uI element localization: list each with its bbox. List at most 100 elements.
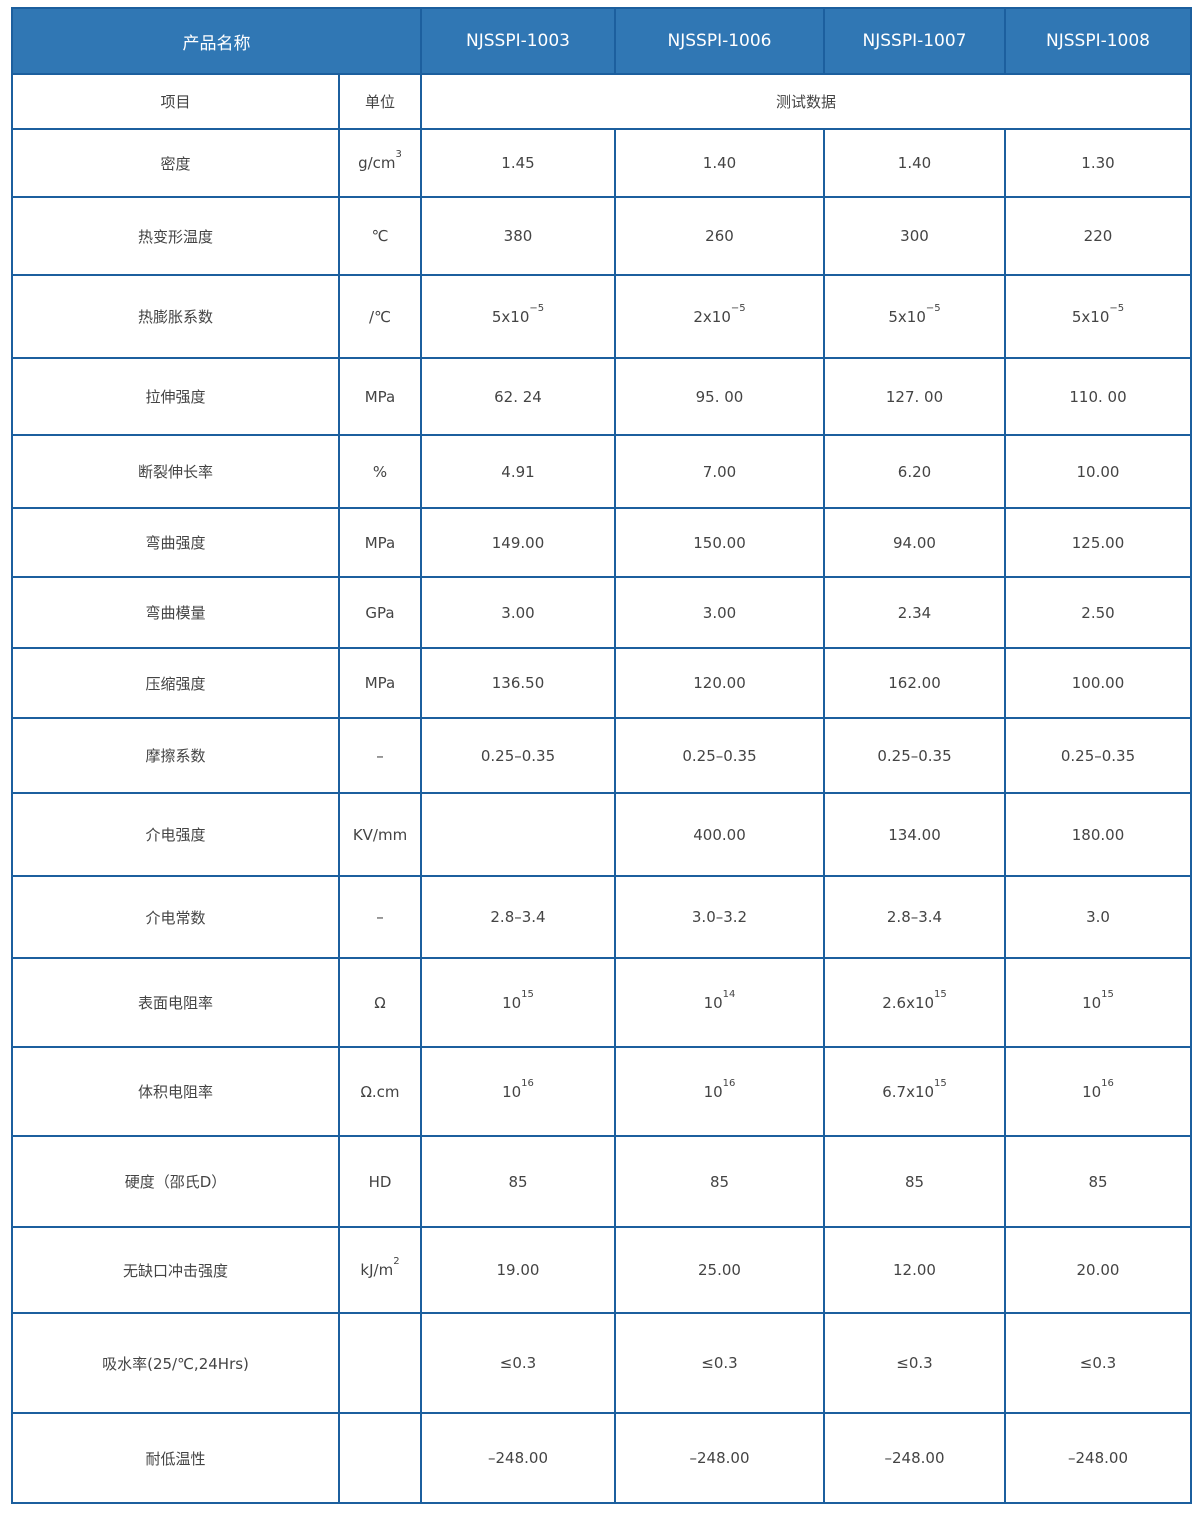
table-row: 热变形温度 ℃ 380 260 300 220 [11, 196, 1192, 276]
properties-table: 产品名称 NJSSPI-1003 NJSSPI-1006 NJSSPI-1007… [11, 7, 1192, 1504]
property-name: 密度 [11, 128, 340, 198]
value-cell: 6.7x1015 [823, 1046, 1006, 1137]
model-1006: NJSSPI-1006 [614, 7, 825, 75]
unit-cell: ℃ [338, 196, 422, 276]
model-1008: NJSSPI-1008 [1004, 7, 1192, 75]
cell-text: 5x10 [491, 307, 530, 326]
property-name: 热膨胀系数 [11, 274, 340, 359]
cell-text: 10 [703, 1082, 723, 1101]
value-cell: 149.00 [420, 507, 616, 578]
cell-text: 134.00 [888, 825, 941, 844]
model-1007: NJSSPI-1007 [823, 7, 1006, 75]
value-cell: 1.40 [823, 128, 1006, 198]
table-row: 压缩强度 MPa 136.50 120.00 162.00 100.00 [11, 647, 1192, 719]
cell-text: 94.00 [893, 533, 936, 552]
cell-text: ≤0.3 [1079, 1354, 1117, 1372]
value-cell: 0.25–0.35 [420, 717, 616, 794]
table-row: 弯曲强度 MPa 149.00 150.00 94.00 125.00 [11, 507, 1192, 578]
property-name: 介电常数 [11, 875, 340, 959]
property-name: 表面电阻率 [11, 957, 340, 1048]
cell-text: 149.00 [491, 533, 545, 552]
table-row: 体积电阻率 Ω.cm 1016 1016 6.7x1015 1016 [11, 1046, 1192, 1137]
table-row: 硬度（邵氏D） HD 85 85 85 85 [11, 1135, 1192, 1228]
cell-text: 110. 00 [1069, 387, 1127, 406]
cell-text: kJ/m [360, 1261, 394, 1279]
unit-cell [338, 1412, 422, 1504]
unit-cell: – [338, 717, 422, 794]
value-cell: 100.00 [1004, 647, 1192, 719]
cell-text: 136.50 [491, 674, 545, 692]
table-row: 拉伸强度 MPa 62. 24 95. 00 127. 00 110. 00 [11, 357, 1192, 436]
value-cell: 85 [614, 1135, 825, 1228]
property-name: 断裂伸长率 [11, 434, 340, 509]
cell-text: – [376, 746, 384, 765]
value-cell: –248.00 [1004, 1412, 1192, 1504]
cell-text: ℃ [371, 227, 389, 245]
value-cell: 5x10−5 [823, 274, 1006, 359]
value-cell: 220 [1004, 196, 1192, 276]
cell-text: –248.00 [1068, 1449, 1128, 1467]
value-cell: ≤0.3 [614, 1312, 825, 1414]
cell-text: 12.00 [893, 1261, 936, 1279]
cell-text: 10 [703, 993, 723, 1012]
cell-text: 3.00 [501, 603, 535, 622]
value-cell: 10.00 [1004, 434, 1192, 509]
property-name: 硬度（邵氏D） [11, 1135, 340, 1228]
cell-text: 260 [705, 227, 734, 245]
table-row: 摩擦系数 – 0.25–0.35 0.25–0.35 0.25–0.35 0.25–0.3… [11, 717, 1192, 794]
superscript: −5 [730, 302, 746, 314]
cell-text: 2.50 [1081, 603, 1115, 622]
property-name: 介电强度 [11, 792, 340, 877]
value-cell: 5x10−5 [420, 274, 616, 359]
superscript: 15 [1101, 988, 1114, 1000]
value-cell: 2.8–3.4 [823, 875, 1006, 959]
value-cell: 1014 [614, 957, 825, 1048]
cell-text: 0.25–0.35 [480, 746, 556, 765]
property-name: 摩擦系数 [11, 717, 340, 794]
unit-cell: % [338, 434, 422, 509]
value-cell: 1.40 [614, 128, 825, 198]
value-cell: 127. 00 [823, 357, 1006, 436]
cell-text: 3.00 [702, 603, 737, 622]
unit-cell: Ω [338, 957, 422, 1048]
value-cell: 400.00 [614, 792, 825, 877]
value-cell: 2.8–3.4 [420, 875, 616, 959]
cell-text: –248.00 [689, 1449, 750, 1467]
cell-text: 95. 00 [695, 387, 744, 406]
cell-text: 7.00 [702, 462, 737, 481]
property-name: 体积电阻率 [11, 1046, 340, 1137]
cell-text: 2.8–3.4 [886, 908, 943, 926]
unit-cell: g/cm3 [338, 128, 422, 198]
value-cell: 125.00 [1004, 507, 1192, 578]
cell-text: 0.25–0.35 [877, 746, 952, 765]
cell-text: MPa [364, 387, 396, 406]
value-cell: –248.00 [420, 1412, 616, 1504]
superscript: −5 [1109, 302, 1125, 314]
value-cell: 94.00 [823, 507, 1006, 578]
value-cell: 7.00 [614, 434, 825, 509]
value-cell: 162.00 [823, 647, 1006, 719]
property-name: 吸水率(25/℃,24Hrs) [11, 1312, 340, 1414]
cell-text: 1.40 [702, 154, 737, 172]
cell-text: 2.8–3.4 [490, 908, 546, 926]
property-name: 压缩强度 [11, 647, 340, 719]
value-cell: 6.20 [823, 434, 1006, 509]
table-row: 弯曲模量 GPa 3.00 3.00 2.34 2.50 [11, 576, 1192, 649]
cell-text: 220 [1083, 227, 1113, 245]
superscript: 2 [393, 1256, 400, 1267]
property-name: 弯曲强度 [11, 507, 340, 578]
cell-text: % [372, 462, 388, 481]
cell-text: 4.91 [501, 462, 535, 481]
table-row: 介电常数 – 2.8–3.4 3.0–3.2 2.8–3.4 3.0 [11, 875, 1192, 959]
value-cell: 85 [420, 1135, 616, 1228]
product-name-label: 产品名称 [11, 7, 422, 75]
unit-cell: KV/mm [338, 792, 422, 877]
value-cell: 0.25–0.35 [823, 717, 1006, 794]
cell-text: 162.00 [888, 674, 941, 692]
cell-text: ≤0.3 [499, 1354, 537, 1372]
value-cell: 136.50 [420, 647, 616, 719]
value-cell: 5x10−5 [1004, 274, 1192, 359]
cell-text: 85 [904, 1172, 925, 1191]
value-cell: 180.00 [1004, 792, 1192, 877]
cell-text: MPa [364, 533, 396, 552]
